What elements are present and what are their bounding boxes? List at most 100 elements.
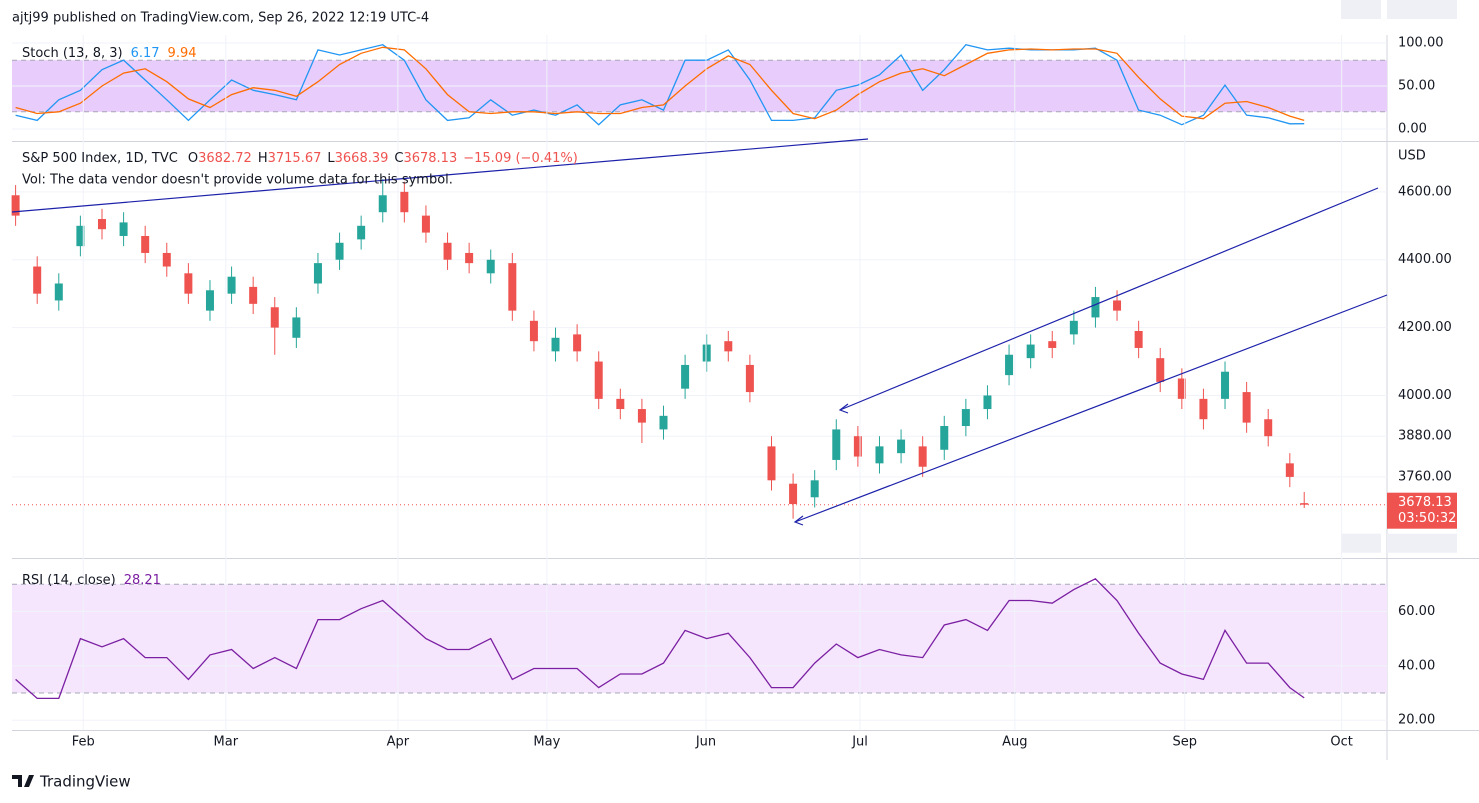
indicator-line: [15, 578, 1305, 700]
legend-change: −15.09 (−0.41%): [463, 151, 578, 166]
candle-body: [529, 320, 538, 342]
legend-open: 3682.72: [198, 151, 252, 166]
candle-body: [1005, 354, 1014, 376]
candle-body: [789, 483, 798, 505]
candle-body: [1048, 341, 1057, 348]
candle-body: [227, 276, 236, 294]
stoch-d-value: 9.94: [168, 46, 197, 61]
legend-key: C: [394, 151, 403, 166]
legend-close: 3678.13: [403, 151, 457, 166]
candle-body: [702, 344, 711, 362]
candle-body: [659, 415, 668, 430]
channel-lower: [794, 294, 1388, 523]
logo-mark: [12, 775, 34, 787]
candle-body: [292, 317, 301, 338]
candle-body: [357, 225, 366, 240]
legend-key: O: [188, 151, 198, 166]
candle-body: [205, 290, 214, 311]
currency: USD: [1398, 149, 1426, 164]
y-tick-label: 4000.00: [1398, 388, 1452, 403]
candle-body: [141, 235, 150, 253]
candle-body: [918, 446, 927, 467]
candle-body: [184, 273, 193, 294]
main-legend: S&P 500 Index, 1D, TVC O3682.72 H3715.67 L3…: [22, 151, 578, 166]
candle-body: [594, 361, 603, 399]
candle-body: [1285, 463, 1294, 477]
y-tick-label: 60.00: [1398, 604, 1435, 619]
candle-body: [875, 446, 884, 464]
indicator-line: [15, 43, 1305, 126]
candle-body: [745, 364, 754, 393]
legend-low: 3668.39: [335, 151, 389, 166]
candle-body: [1242, 392, 1251, 423]
candle-body: [162, 252, 171, 267]
symbol-title: S&P 500 Index, 1D, TVC: [22, 151, 178, 166]
y-tick-label: 4600.00: [1398, 184, 1452, 199]
high-value-box: [1387, 0, 1457, 19]
x-tick-label: Feb: [72, 735, 95, 750]
stoch-k-value: 6.17: [131, 46, 160, 61]
y-tick-label: 3760.00: [1398, 469, 1452, 484]
candle-body: [961, 409, 970, 427]
y-tick-label: 50.00: [1398, 78, 1435, 93]
y-tick-label: 0.00: [1398, 121, 1427, 136]
x-tick-label: Mar: [214, 735, 239, 750]
candle-body: [1134, 330, 1143, 348]
candle-body: [443, 242, 452, 260]
rsi-title: RSI (14, close): [22, 573, 116, 588]
low-value-box: [1387, 533, 1457, 553]
candle-body: [832, 429, 841, 460]
channel-upper: [839, 187, 1379, 411]
candle-body: [1156, 358, 1165, 382]
candle-body: [681, 364, 690, 389]
candle-body: [983, 395, 992, 410]
arrow-head: [793, 515, 804, 526]
candle-body: [54, 283, 63, 301]
candle-body: [637, 409, 646, 423]
last-price-box: [1387, 492, 1457, 529]
candle-body: [421, 215, 430, 233]
candle-body: [378, 195, 387, 213]
candle-body: [767, 446, 776, 481]
drawings: [11, 138, 1388, 526]
candle-body: [97, 219, 106, 230]
candle-body: [573, 334, 582, 352]
legend-key: L: [327, 151, 335, 166]
y-tick-label: 4200.00: [1398, 320, 1452, 335]
publish-header: ajtj99 published on TradingView.com, Sep…: [12, 11, 429, 26]
high-name-box: [1341, 0, 1381, 19]
layers: 0.00 50.00 100.00 3760.00 3880.00 4000.00 4200…: [11, 0, 1457, 750]
x-tick-label: Aug: [1002, 735, 1027, 750]
candle-body: [853, 436, 862, 457]
candle-body: [249, 286, 258, 304]
candle-body: [1026, 344, 1035, 359]
footer-logo: TradingView: [12, 773, 131, 791]
candle-body: [465, 252, 474, 264]
bar-countdown: 03:50:32: [1398, 511, 1456, 526]
candle-body: [940, 426, 949, 450]
candle-body: [76, 225, 85, 247]
rsi-value: 28.21: [124, 573, 161, 588]
trend-line: [11, 138, 869, 213]
y-tick-label: 100.00: [1398, 35, 1444, 50]
candle-body: [1264, 419, 1273, 437]
y-tick-label: 3880.00: [1398, 429, 1452, 444]
x-tick-label: Sep: [1172, 735, 1197, 750]
candle-body: [1177, 378, 1186, 399]
stoch-title: Stoch (13, 8, 3): [22, 46, 123, 61]
x-tick-label: May: [533, 735, 560, 750]
candle-body: [1221, 371, 1230, 399]
candle-body: [1069, 320, 1078, 335]
candle-body: [119, 222, 128, 236]
low-name-box: [1341, 533, 1381, 553]
legend-high: 3715.67: [268, 151, 322, 166]
candle-body: [33, 266, 42, 294]
volume-note: Vol: The data vendor doesn't provide vol…: [22, 173, 453, 188]
indicator-line: [15, 46, 1305, 122]
y-tick-label: 4400.00: [1398, 252, 1452, 267]
arrow-head: [838, 403, 849, 414]
candle-body: [897, 439, 906, 454]
candle-body: [508, 263, 517, 311]
x-tick-label: Oct: [1330, 735, 1352, 750]
